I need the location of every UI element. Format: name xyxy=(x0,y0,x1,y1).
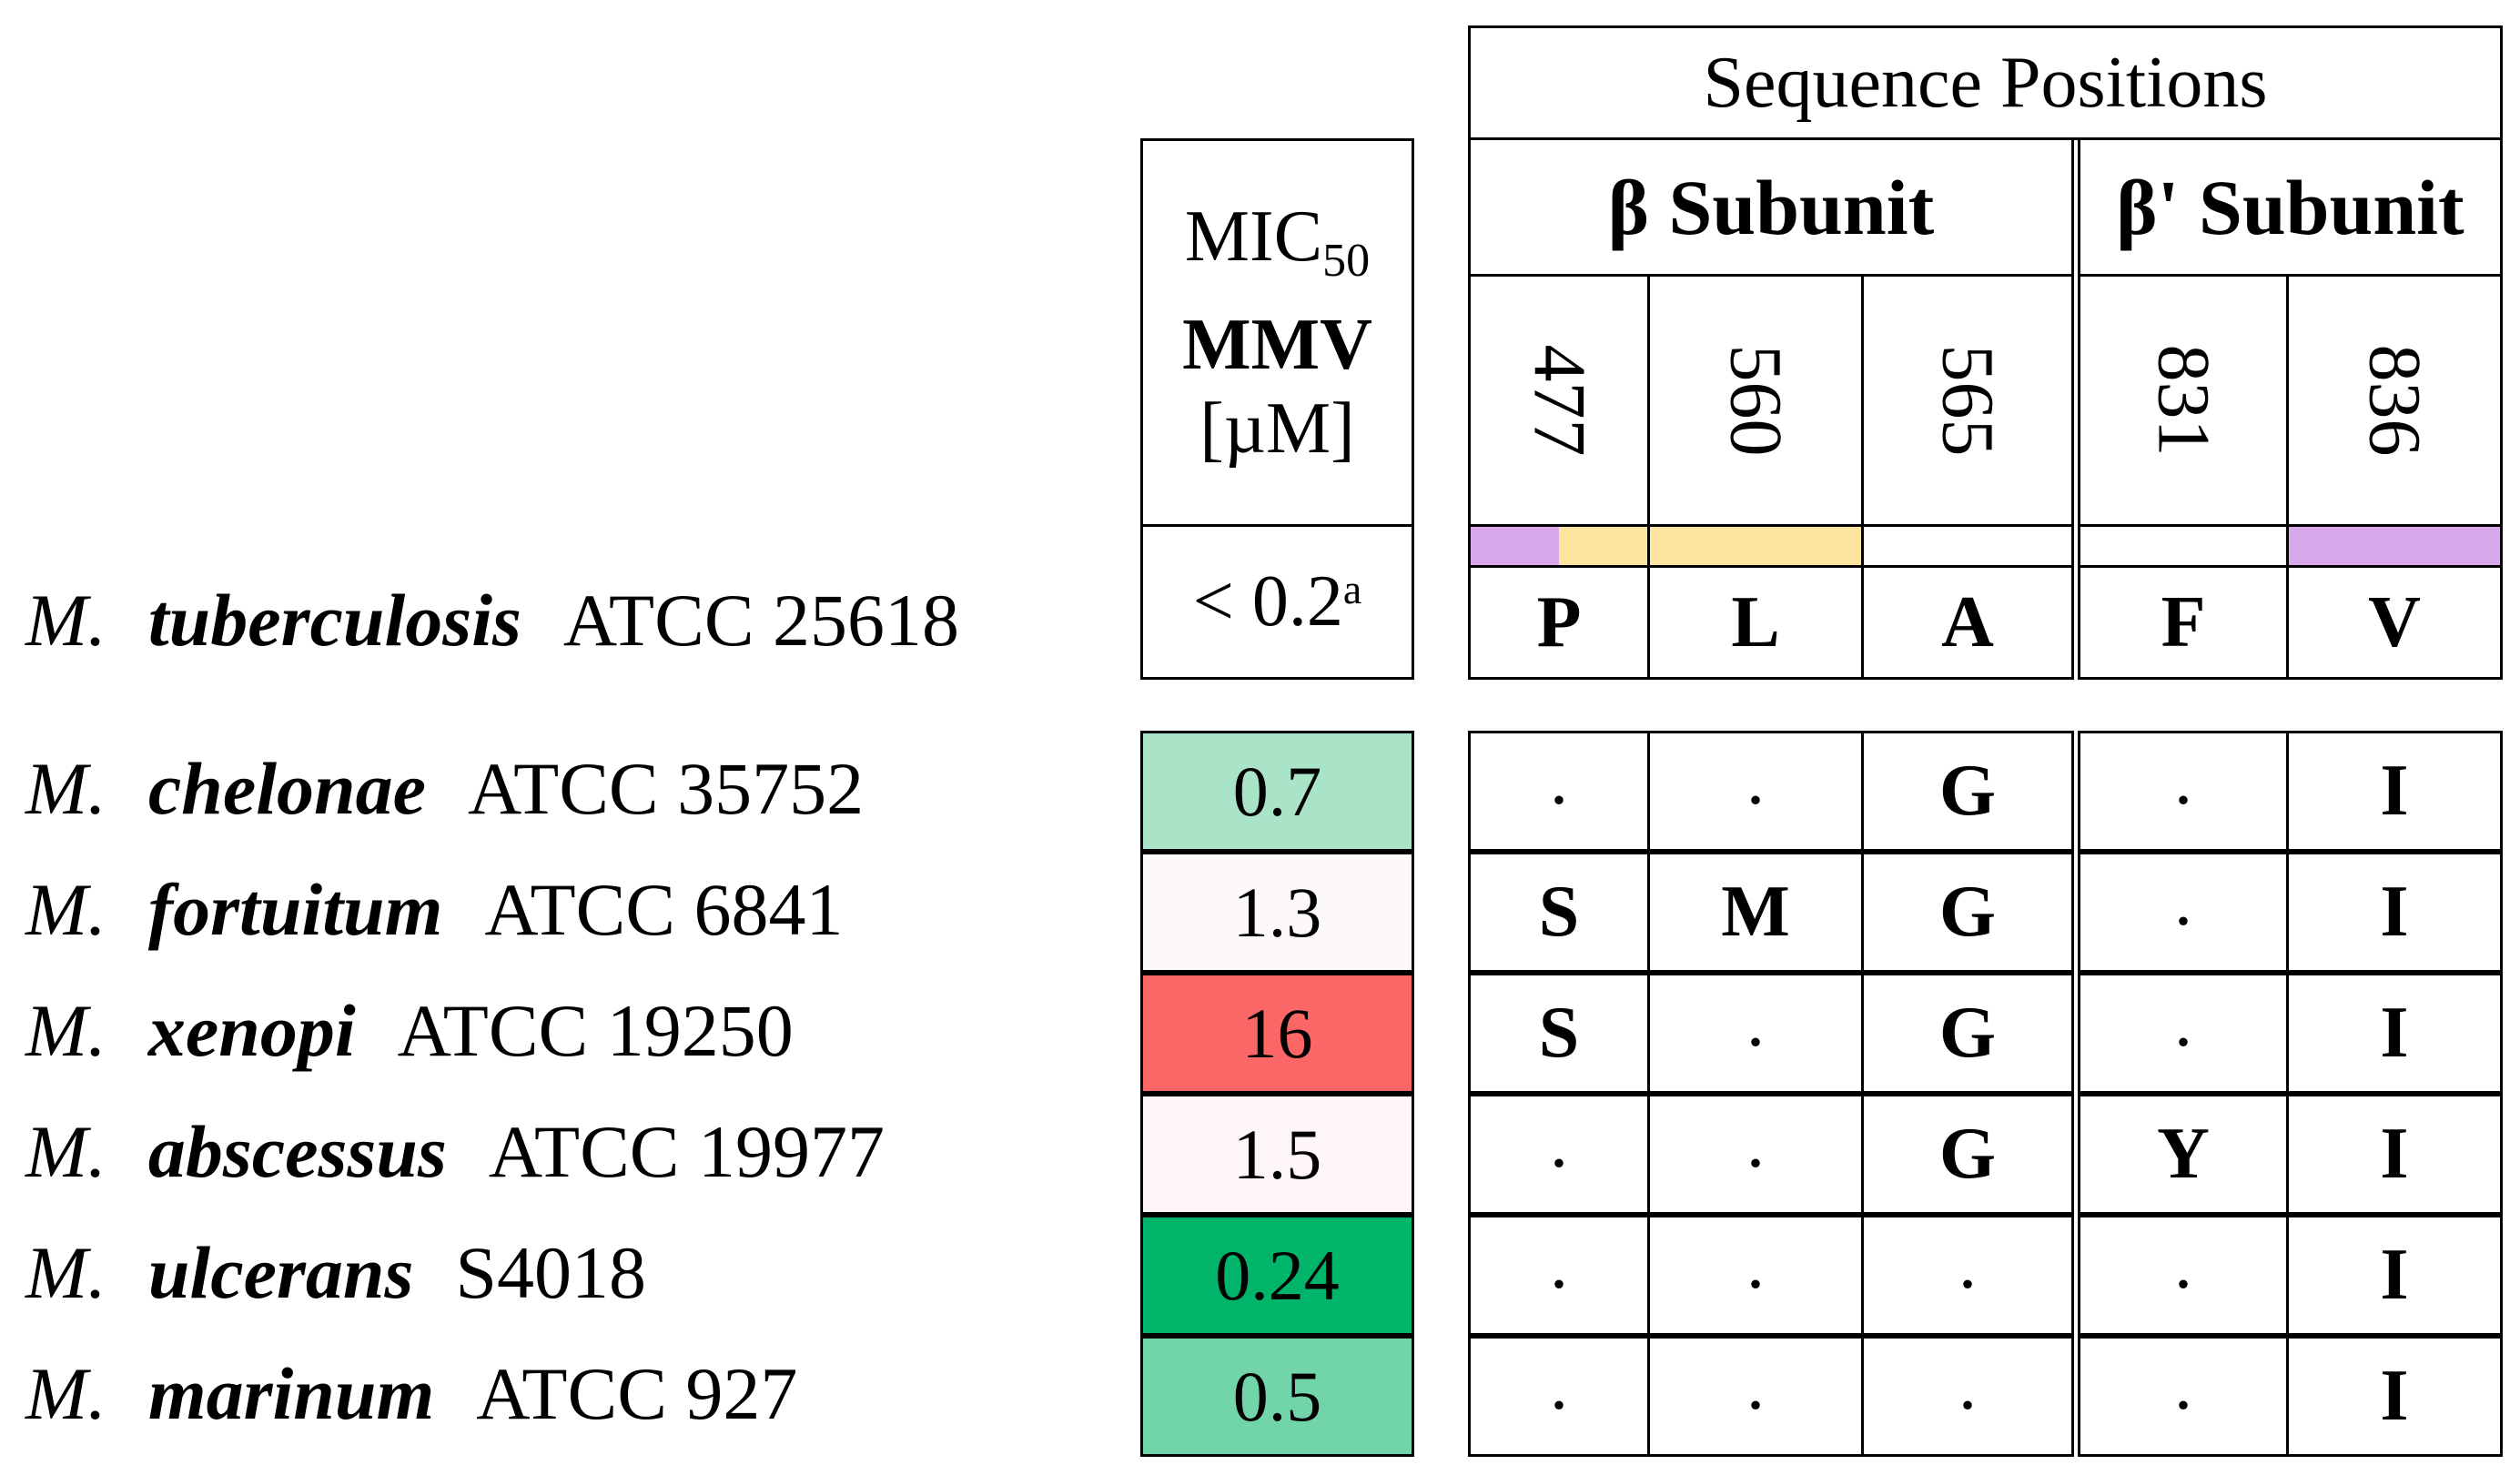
mic-header-line1: MIC50 xyxy=(1184,197,1371,287)
genus: M. xyxy=(25,1352,106,1435)
variant-residue-cell: I xyxy=(2286,1094,2503,1215)
mic-cell: 0.5 xyxy=(1140,1336,1414,1457)
variant-residue-cell: I xyxy=(2286,852,2503,973)
variant-residue-cell: I xyxy=(2286,1336,2503,1457)
variant-residue-cell: . xyxy=(1468,1336,1650,1457)
variant-residue-cell: . xyxy=(1861,1336,2074,1457)
sequence-positions-header: Sequence Positions xyxy=(1468,25,2503,140)
species-label-row: M. abscessus ATCC 19977 xyxy=(25,1097,885,1207)
highlight-strip-836 xyxy=(2286,524,2503,568)
species-label-row: M. fortuitum ATCC 6841 xyxy=(25,855,843,965)
species-label-row: M. marinum ATCC 927 xyxy=(25,1339,797,1449)
strain: ATCC 927 xyxy=(476,1352,798,1435)
variant-residue-cell: . xyxy=(1468,1215,1650,1336)
genus: M. xyxy=(25,868,106,951)
variant-residue-cell: . xyxy=(1647,1094,1864,1215)
position-header: 831 xyxy=(2078,274,2289,527)
genus: M. xyxy=(25,1110,106,1193)
variant-residue-cell: . xyxy=(1468,731,1650,852)
variant-residue-cell: . xyxy=(2078,973,2289,1094)
strain: ATCC 25618 xyxy=(562,579,960,662)
position-header: 560 xyxy=(1647,274,1864,527)
genus: M. xyxy=(25,1231,106,1314)
variant-residue-cell: I xyxy=(2286,1215,2503,1336)
genus: M. xyxy=(25,579,106,662)
species-name: abscessus xyxy=(147,1110,447,1193)
position-header: 836 xyxy=(2286,274,2503,527)
beta-prime-subunit-header: β' Subunit xyxy=(2078,137,2503,277)
variant-residue-cell: G xyxy=(1861,973,2074,1094)
variant-residue-cell: Y xyxy=(2078,1094,2289,1215)
strain: ATCC 19977 xyxy=(488,1110,885,1193)
position-header: 477 xyxy=(1468,274,1650,527)
strain: S4018 xyxy=(455,1231,647,1314)
genus: M. xyxy=(25,747,106,830)
reference-residue: L xyxy=(1647,565,1864,680)
mic-header: MIC50 MMV [µM] xyxy=(1140,138,1414,527)
species-label-reference: M. tuberculosis ATCC 25618 xyxy=(25,566,959,675)
variant-residue-cell: . xyxy=(1861,1215,2074,1336)
reference-residue: A xyxy=(1861,565,2074,680)
species-label-row: M. chelonae ATCC 35752 xyxy=(25,734,864,844)
species-name: tuberculosis xyxy=(147,579,521,662)
mic-cell: 0.24 xyxy=(1140,1215,1414,1336)
variant-residue-cell: G xyxy=(1861,852,2074,973)
variant-residue-cell: I xyxy=(2286,973,2503,1094)
variant-residue-cell: G xyxy=(1861,731,2074,852)
mic-header-line3: [µM] xyxy=(1199,389,1355,469)
mic-cell: 1.3 xyxy=(1140,852,1414,973)
beta-subunit-header: β Subunit xyxy=(1468,137,2074,277)
footnote-marker: a xyxy=(1342,566,1362,612)
variant-residue-cell: . xyxy=(1647,973,1864,1094)
reference-residue: F xyxy=(2078,565,2289,680)
mic-cell: 0.7 xyxy=(1140,731,1414,852)
variant-residue-cell: . xyxy=(1647,1336,1864,1457)
variant-residue-cell: G xyxy=(1861,1094,2074,1215)
position-header: 565 xyxy=(1861,274,2074,527)
variant-residue-cell: . xyxy=(2078,1336,2289,1457)
genus: M. xyxy=(25,989,106,1072)
highlight-strip-560 xyxy=(1647,524,1864,568)
strain: ATCC 19250 xyxy=(397,989,794,1072)
reference-residue: V xyxy=(2286,565,2503,680)
variant-residue-cell: M xyxy=(1647,852,1864,973)
variant-residue-cell: . xyxy=(2078,731,2289,852)
variant-residue-cell: . xyxy=(1468,1094,1650,1215)
species-name: chelonae xyxy=(147,747,426,830)
mic-reference-cell: < 0.2 a xyxy=(1140,524,1414,680)
strain: ATCC 35752 xyxy=(468,747,865,830)
variant-residue-cell: . xyxy=(2078,852,2289,973)
highlight-strip-831 xyxy=(2078,524,2289,568)
strain: ATCC 6841 xyxy=(484,868,844,951)
reference-residue: P xyxy=(1468,565,1650,680)
variant-residue-cell: S xyxy=(1468,852,1650,973)
species-name: ulcerans xyxy=(147,1231,414,1314)
variant-residue-cell: . xyxy=(1647,1215,1864,1336)
species-label-row: M. ulcerans S4018 xyxy=(25,1218,646,1328)
highlight-strip-565 xyxy=(1861,524,2074,568)
species-name: fortuitum xyxy=(147,868,443,951)
highlight-strip-477 xyxy=(1468,524,1650,568)
species-name: xenopi xyxy=(147,989,356,1072)
variant-residue-cell: I xyxy=(2286,731,2503,852)
species-label-row: M. xenopi ATCC 19250 xyxy=(25,976,794,1086)
variant-residue-cell: S xyxy=(1468,973,1650,1094)
species-name: marinum xyxy=(147,1352,435,1435)
mic-header-line2: MMV xyxy=(1182,305,1372,385)
variant-residue-cell: . xyxy=(1647,731,1864,852)
mic-cell: 1.5 xyxy=(1140,1094,1414,1215)
variant-residue-cell: . xyxy=(2078,1215,2289,1336)
mic-cell: 16 xyxy=(1140,973,1414,1094)
